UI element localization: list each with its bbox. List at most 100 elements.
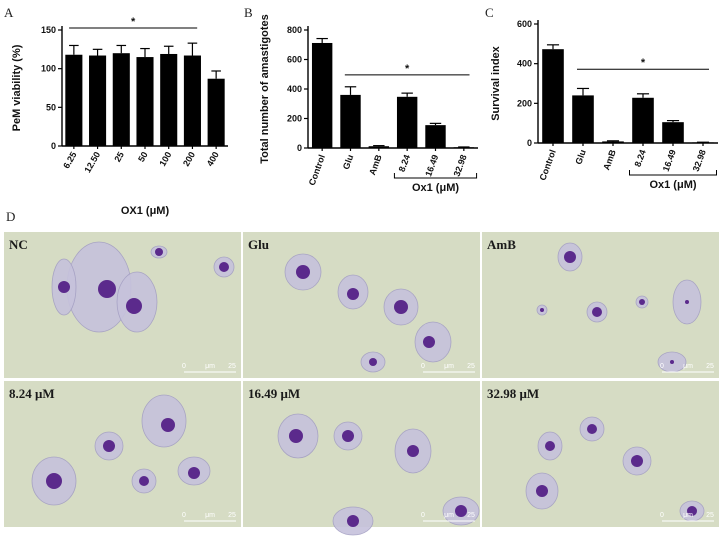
scale-bar-unit: μm <box>205 363 215 370</box>
significance-star: * <box>641 57 646 69</box>
cells <box>277 413 480 536</box>
x-tick-label: 16.49 <box>423 153 440 178</box>
micrograph-panel: 8.24 μM 0 μm 25 <box>4 381 241 527</box>
x-axis-label: OX1 (μM) <box>121 205 170 217</box>
cell-nucleus <box>592 307 602 317</box>
bar <box>368 146 390 148</box>
cell-nucleus <box>407 445 419 457</box>
scale-bar: 0 μm 25 <box>421 512 475 522</box>
x-tick-label: 400 <box>205 150 221 168</box>
cell-nucleus <box>587 424 597 434</box>
cell-nucleus <box>394 300 408 314</box>
panel-letter-c: C <box>485 5 494 20</box>
x-axis-label: Ox1 (μM) <box>649 179 696 191</box>
micrograph-background <box>4 381 241 527</box>
cell-nucleus <box>46 473 62 489</box>
cell-nucleus <box>296 265 310 279</box>
micrograph-panel: 32.98 μM 0 μm 25 <box>482 381 719 527</box>
scale-bar-start: 0 <box>421 363 425 370</box>
bar <box>340 94 361 148</box>
y-tick-label: 400 <box>287 84 302 94</box>
cell-nucleus <box>98 280 116 298</box>
y-tick-label: 800 <box>287 25 302 35</box>
micrograph-background <box>243 381 480 527</box>
scale-bar-unit: μm <box>683 363 693 370</box>
micrograph-label: NC <box>9 237 28 252</box>
micrograph-panel: AmB 0 μm 25 <box>482 232 719 378</box>
micrograph-label: 32.98 μM <box>487 386 539 401</box>
bar <box>572 95 594 143</box>
x-tick-label: 32.98 <box>452 153 469 178</box>
cell-nucleus <box>369 358 377 366</box>
x-tick-label: 8.24 <box>397 153 412 173</box>
x-tick-label: 12.50 <box>82 150 102 175</box>
y-tick-label: 600 <box>287 55 302 65</box>
cells <box>536 242 702 373</box>
cell-nucleus <box>545 441 555 451</box>
cell-nucleus <box>631 455 643 467</box>
cell-nucleus <box>455 505 467 517</box>
cells <box>31 394 211 506</box>
scale-bar-start: 0 <box>182 363 186 370</box>
scale-bar: 0 μm 25 <box>182 363 236 373</box>
y-tick-label: 0 <box>527 138 532 148</box>
cells <box>525 416 705 522</box>
cell-nucleus <box>347 515 359 527</box>
scale-bar-unit: μm <box>205 512 215 519</box>
chart-a-viability: 0 50 100 150 6.25 12.50 25 50 100 200 400 * OX1 (μM)… <box>11 16 228 217</box>
bar <box>65 54 83 146</box>
cell-nucleus <box>103 440 115 452</box>
y-tick-label: 600 <box>517 19 532 29</box>
bar <box>112 53 130 147</box>
cell-nucleus <box>289 429 303 443</box>
bar <box>311 42 333 149</box>
x-tick-label: 6.25 <box>61 150 78 170</box>
bar <box>183 55 201 146</box>
y-tick-label: 200 <box>517 98 532 108</box>
y-tick-label: 0 <box>51 141 56 151</box>
x-tick-label: Glu <box>573 148 588 166</box>
cell-nucleus <box>155 248 163 256</box>
x-tick-label: 8.24 <box>632 148 647 168</box>
cell-nucleus <box>161 418 175 432</box>
bar <box>136 57 154 146</box>
x-tick-label: Control <box>538 148 558 181</box>
group-bracket <box>393 173 478 179</box>
scale-bar: 0 μm 25 <box>660 363 714 373</box>
micrograph-panel: Glu 0 μm 25 <box>243 232 480 378</box>
x-tick-label: Glu <box>341 153 356 171</box>
bar <box>453 147 475 149</box>
chart-c-survival-index: 0 200 400 600 Control Glu AmB 8.24 16.49 32.98 * Ox… <box>490 19 718 191</box>
scale-bar: 0 μm 25 <box>660 512 714 522</box>
y-tick-label: 0 <box>297 143 302 153</box>
y-axis-label: PeM viability (%) <box>11 44 23 131</box>
panel-letter-d: D <box>6 209 15 224</box>
cells <box>51 241 235 333</box>
cell-nucleus <box>540 308 544 312</box>
scale-bar-unit: μm <box>683 512 693 519</box>
x-tick-label: 32.98 <box>691 148 708 173</box>
x-tick-label: AmB <box>367 153 384 177</box>
y-tick-label: 400 <box>517 59 532 69</box>
micrograph-background <box>482 381 719 527</box>
bar <box>632 97 654 143</box>
cell-nucleus <box>126 298 142 314</box>
scale-bar: 0 μm 25 <box>182 512 236 522</box>
group-bracket <box>629 170 717 176</box>
y-tick-label: 50 <box>46 102 56 112</box>
bar <box>662 122 684 143</box>
cell-nucleus <box>58 281 70 293</box>
micrograph-label: 8.24 μM <box>9 386 55 401</box>
scale-bar-unit: μm <box>444 512 454 519</box>
micrograph-label: 16.49 μM <box>248 386 300 401</box>
x-tick-label: 25 <box>112 150 126 164</box>
y-tick-label: 100 <box>41 64 56 74</box>
bar <box>602 141 624 143</box>
scale-bar-start: 0 <box>660 363 664 370</box>
cell-nucleus <box>536 485 548 497</box>
panel-letter-a: A <box>4 5 14 20</box>
cell-nucleus <box>685 300 689 304</box>
scale-bar-end: 25 <box>228 363 236 370</box>
cell-nucleus <box>687 506 697 516</box>
